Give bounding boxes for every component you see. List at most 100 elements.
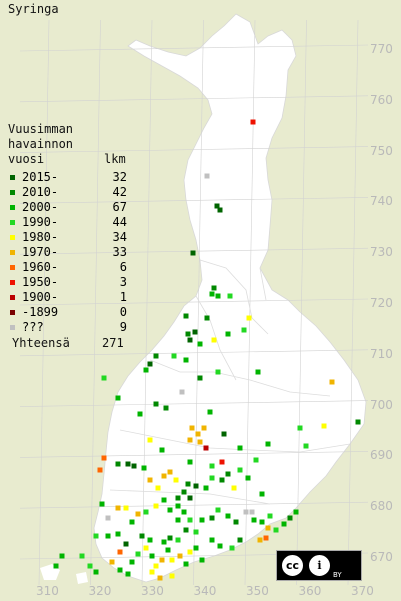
observation-square bbox=[217, 207, 223, 213]
legend-row: ??? 9 bbox=[8, 320, 133, 335]
observation-square bbox=[225, 513, 231, 519]
observation-square bbox=[249, 509, 255, 515]
grid-line-horizontal bbox=[19, 400, 369, 407]
observation-square bbox=[329, 379, 335, 385]
legend-count: 6 bbox=[119, 260, 127, 274]
legend-row: 2015- 32 bbox=[8, 170, 133, 185]
northing-tick-label: 710 bbox=[370, 346, 393, 361]
observation-square bbox=[59, 553, 65, 559]
observation-square bbox=[259, 519, 265, 525]
legend-row: 1950- 3 bbox=[8, 275, 133, 290]
legend-year-label: 1970- bbox=[22, 245, 59, 259]
legend-row: 1960- 6 bbox=[8, 260, 133, 275]
easting-tick-label: 370 bbox=[351, 584, 374, 598]
legend-swatch bbox=[10, 325, 15, 330]
observation-square bbox=[195, 431, 201, 437]
grid-line-vertical bbox=[90, 19, 101, 586]
grid-line-vertical bbox=[141, 19, 153, 586]
easting-tick-label: 360 bbox=[298, 584, 322, 598]
observation-square bbox=[209, 515, 215, 521]
northing-tick-label: 670 bbox=[370, 550, 393, 564]
cc-license-badge[interactable]: cc i BY bbox=[276, 550, 362, 581]
observation-square bbox=[143, 367, 149, 373]
legend-row: 2000- 67 bbox=[8, 200, 133, 215]
grid-line-vertical bbox=[296, 19, 307, 586]
observation-square bbox=[253, 457, 259, 463]
observation-square bbox=[159, 557, 165, 563]
observation-square bbox=[181, 489, 187, 495]
observation-square bbox=[125, 571, 131, 577]
observation-square bbox=[139, 533, 145, 539]
observation-square bbox=[199, 517, 205, 523]
legend-swatch bbox=[10, 250, 15, 255]
observation-square bbox=[199, 557, 205, 563]
observation-square bbox=[147, 361, 153, 367]
observation-square bbox=[215, 507, 221, 513]
observation-square bbox=[225, 331, 231, 337]
observation-square bbox=[211, 337, 217, 343]
legend-swatch bbox=[10, 235, 15, 240]
observation-square bbox=[187, 437, 193, 443]
observation-square bbox=[246, 315, 252, 321]
grid-line-horizontal bbox=[19, 44, 369, 52]
observation-square bbox=[217, 543, 223, 549]
observation-square bbox=[263, 535, 269, 541]
observation-square bbox=[129, 559, 135, 565]
grid-line-horizontal bbox=[19, 146, 369, 153]
observation-square bbox=[209, 291, 215, 297]
observation-square bbox=[215, 369, 221, 375]
grid-line-vertical bbox=[38, 19, 50, 586]
legend-count: 42 bbox=[112, 185, 127, 199]
observation-square bbox=[187, 337, 193, 343]
observation-square bbox=[153, 563, 159, 569]
observation-square bbox=[201, 425, 207, 431]
observation-square bbox=[163, 405, 169, 411]
observation-square bbox=[171, 353, 177, 359]
observation-square bbox=[190, 250, 196, 256]
grid-line-horizontal bbox=[19, 95, 369, 103]
observation-square bbox=[257, 537, 263, 543]
northing-tick-label: 770 bbox=[370, 42, 393, 56]
legend-swatch bbox=[10, 280, 15, 285]
observation-square bbox=[183, 357, 189, 363]
northing-tick-label: 720 bbox=[370, 296, 393, 310]
observation-square bbox=[97, 467, 103, 473]
observation-square bbox=[183, 313, 189, 319]
observation-square bbox=[115, 461, 121, 467]
legend-year-label: -1899 bbox=[22, 305, 59, 319]
legend-swatch bbox=[10, 205, 15, 210]
northing-tick-label: 700 bbox=[370, 397, 393, 412]
observation-square bbox=[93, 533, 99, 539]
easting-tick-label: 320 bbox=[88, 584, 112, 598]
observation-square bbox=[209, 537, 215, 543]
observation-square bbox=[225, 471, 231, 477]
legend-count: 0 bbox=[119, 305, 127, 319]
observation-square bbox=[117, 567, 123, 573]
observation-square bbox=[233, 519, 239, 525]
observation-square bbox=[187, 459, 193, 465]
observation-square bbox=[193, 529, 199, 535]
observation-square bbox=[159, 447, 165, 453]
observation-square bbox=[157, 575, 163, 581]
legend-count: 1 bbox=[119, 290, 127, 304]
observation-square bbox=[123, 541, 129, 547]
observation-square bbox=[175, 537, 181, 543]
observation-square bbox=[101, 455, 107, 461]
observation-square bbox=[125, 461, 131, 467]
observation-square bbox=[192, 329, 198, 335]
northing-tick-label: 680 bbox=[370, 499, 393, 514]
legend-year-label: 2000- bbox=[22, 200, 59, 214]
observation-square bbox=[109, 559, 115, 565]
legend-heading-line1: Vuusimman bbox=[8, 122, 74, 136]
observation-square bbox=[115, 505, 121, 511]
observation-square bbox=[165, 547, 171, 553]
observation-square bbox=[204, 173, 210, 179]
observation-square bbox=[169, 573, 175, 579]
observation-square bbox=[183, 527, 189, 533]
observation-square bbox=[135, 511, 141, 517]
observation-square bbox=[187, 517, 193, 523]
observation-square bbox=[204, 315, 210, 321]
grid-line-horizontal bbox=[19, 197, 369, 204]
observation-square bbox=[203, 485, 209, 491]
observation-square bbox=[215, 293, 221, 299]
